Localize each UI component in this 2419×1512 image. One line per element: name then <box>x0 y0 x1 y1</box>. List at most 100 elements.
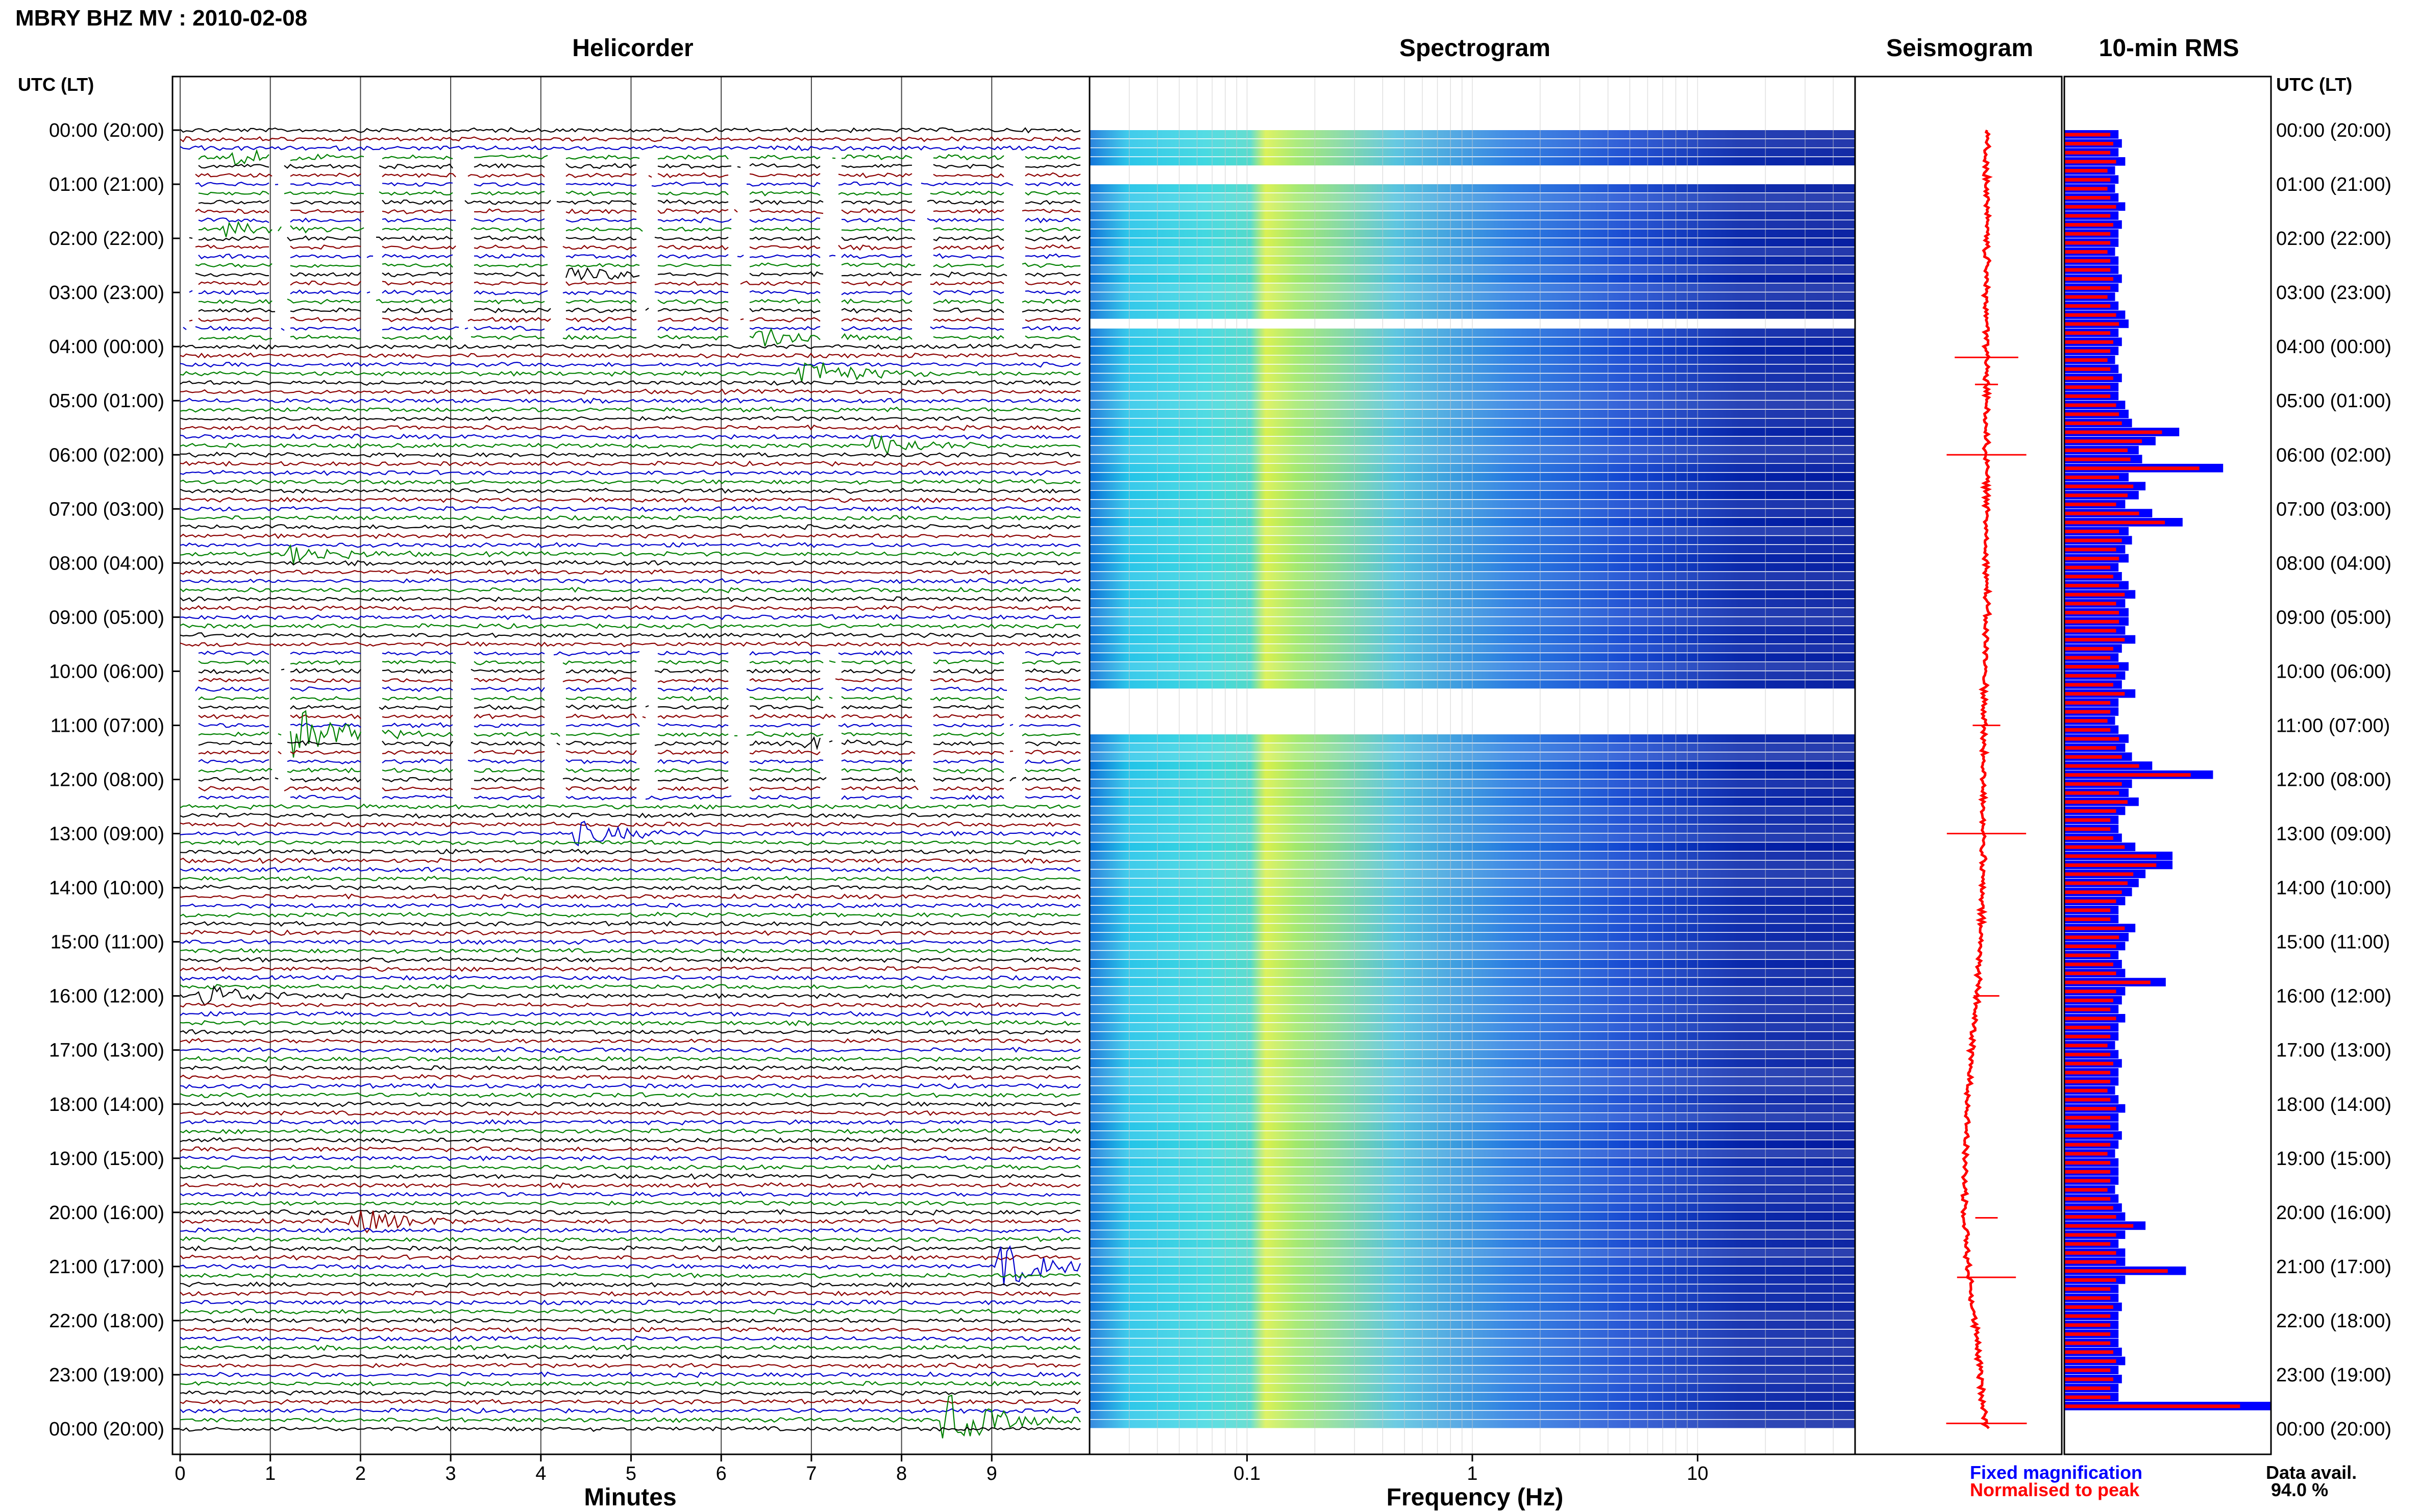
rms-bar-normalised <box>2064 196 2111 200</box>
helicorder-trace <box>198 650 1081 657</box>
helicorder-trace <box>180 1137 1081 1144</box>
time-label-left: 18:00 (14:00) <box>49 1094 164 1116</box>
rms-bar-normalised <box>2064 403 2116 407</box>
panel-frame <box>2063 76 2272 1455</box>
legend-fixed-magnification: Fixed magnification <box>1970 1462 2142 1483</box>
rms-bar-normalised <box>2064 962 2113 966</box>
time-label-left: 14:00 (10:00) <box>49 878 164 899</box>
time-label-right: 14:00 (10:00) <box>2276 878 2391 899</box>
rms-bar-normalised <box>2064 791 2119 795</box>
rms-bar-normalised <box>2064 1359 2116 1363</box>
rms-bar-normalised <box>2064 1395 2111 1399</box>
time-label-left: 01:00 (21:00) <box>49 174 164 195</box>
helicorder-trace <box>198 713 1081 720</box>
helicorder-trace <box>180 361 1081 368</box>
helicorder-trace <box>180 388 1081 395</box>
rms-bar-normalised <box>2064 629 2116 633</box>
rms-bar-normalised <box>2064 250 2108 254</box>
rms-bar-normalised <box>2064 457 2131 461</box>
rms-bar-normalised <box>2064 394 2111 398</box>
panel-title-seismogram: Seismogram <box>1886 35 2033 62</box>
helicorder-trace <box>180 1380 1081 1387</box>
helicorder-trace <box>180 1290 1081 1297</box>
time-label-left: 16:00 (12:00) <box>49 986 164 1007</box>
rms-bar-normalised <box>2064 160 2116 164</box>
helicorder-trace <box>180 1308 1081 1315</box>
rms-bar-normalised <box>2064 1287 2111 1291</box>
minute-tick-label: 2 <box>355 1463 366 1484</box>
rms-bar-normalised <box>2064 818 2111 822</box>
rms-bar-normalised <box>2064 1296 2111 1300</box>
helicorder-trace <box>180 1146 1081 1153</box>
helicorder-trace <box>180 452 1081 458</box>
rms-bar-normalised <box>2064 611 2119 615</box>
helicorder-trace <box>195 686 1081 693</box>
rms-bar-normalised <box>2064 322 2119 326</box>
rms-bar-normalised <box>2064 584 2119 588</box>
helicorder-trace <box>180 1028 1081 1035</box>
helicorder-trace <box>180 533 1081 539</box>
helicorder-trace <box>180 1038 1081 1044</box>
rms-bar-normalised <box>2064 1034 2111 1038</box>
rms-bar-normalised <box>2064 944 2116 948</box>
legend-normalised-to-peak: Normalised to peak <box>1970 1479 2140 1500</box>
time-label-right: 01:00 (21:00) <box>2276 174 2391 195</box>
rms-bar-normalised <box>2064 1080 2111 1084</box>
helicorder-trace <box>180 948 1081 954</box>
rms-bar-normalised <box>2064 340 2113 344</box>
data-availability-value: 94.0 % <box>2271 1479 2328 1500</box>
x-tick-labels: 0 1 2 3 4 5 6 7 8 9 0.1 1 10 <box>175 1454 1709 1484</box>
time-label-right: 04:00 (00:00) <box>2276 336 2391 358</box>
helicorder-trace <box>180 1371 1081 1378</box>
rms-bar-normalised <box>2064 999 2113 1003</box>
frequency-axis-label: Frequency (Hz) <box>1387 1484 1564 1511</box>
helicorder-trace <box>198 217 1081 224</box>
frequency-tick-label: 0.1 <box>1233 1463 1261 1484</box>
rms-bar-normalised <box>2064 1026 2111 1030</box>
rms-bar-normalised <box>2064 520 2165 525</box>
rms-bar-normalised <box>2064 259 2111 263</box>
rms-bar-normalised <box>2064 548 2116 552</box>
helicorder-trace <box>180 884 1081 891</box>
panel-title-rms: 10-min RMS <box>2099 35 2239 62</box>
time-label-right: 12:00 (08:00) <box>2276 770 2391 791</box>
helicorder-trace <box>198 710 1081 758</box>
rms-bar-normalised <box>2064 710 2111 714</box>
helicorder-trace <box>180 544 1081 564</box>
helicorder-panel <box>180 127 1081 1439</box>
rms-panel <box>2064 130 2271 1410</box>
helicorder-trace <box>180 623 1081 630</box>
helicorder-trace <box>198 190 1081 196</box>
time-label-left: 12:00 (08:00) <box>49 770 164 791</box>
rms-bar-normalised <box>2064 764 2139 768</box>
helicorder-trace <box>180 641 1081 648</box>
rms-bar-normalised <box>2064 845 2125 849</box>
rms-bar-normalised <box>2064 1332 2111 1336</box>
rms-bar-normalised <box>2064 746 2116 750</box>
rms-bar-normalised <box>2064 475 2119 479</box>
rms-bar-normalised <box>2064 836 2113 840</box>
helicorder-trace <box>180 1101 1081 1107</box>
rms-bar-normalised <box>2064 800 2128 804</box>
helicorder-trace <box>180 911 1081 918</box>
helicorder-trace <box>198 677 1081 683</box>
helicorder-trace <box>195 267 1081 281</box>
helicorder-trace <box>180 343 1081 350</box>
rms-bar-normalised <box>2064 484 2134 488</box>
time-label-right: 18:00 (14:00) <box>2276 1094 2391 1116</box>
rms-bar-normalised <box>2064 1269 2168 1273</box>
rms-bar-normalised <box>2064 511 2139 515</box>
rms-bar-normalised <box>2064 1197 2111 1201</box>
time-labels-left: 00:00 (20:00) 01:00 (21:00) 02:00 (22:00) 0… <box>49 120 180 1440</box>
time-label-right: 08:00 (04:00) <box>2276 553 2391 574</box>
rms-bar-normalised <box>2064 385 2111 389</box>
helicorder-trace <box>180 1317 1081 1324</box>
rms-bar-normalised <box>2064 214 2111 218</box>
helicorder-trace <box>180 614 1081 621</box>
time-label-left: 13:00 (09:00) <box>49 824 164 845</box>
rms-bar-normalised <box>2064 1179 2111 1183</box>
rms-bar-normalised <box>2064 1341 2111 1345</box>
time-label-right: 11:00 (07:00) <box>2276 715 2390 736</box>
helicorder-trace <box>199 220 1081 237</box>
